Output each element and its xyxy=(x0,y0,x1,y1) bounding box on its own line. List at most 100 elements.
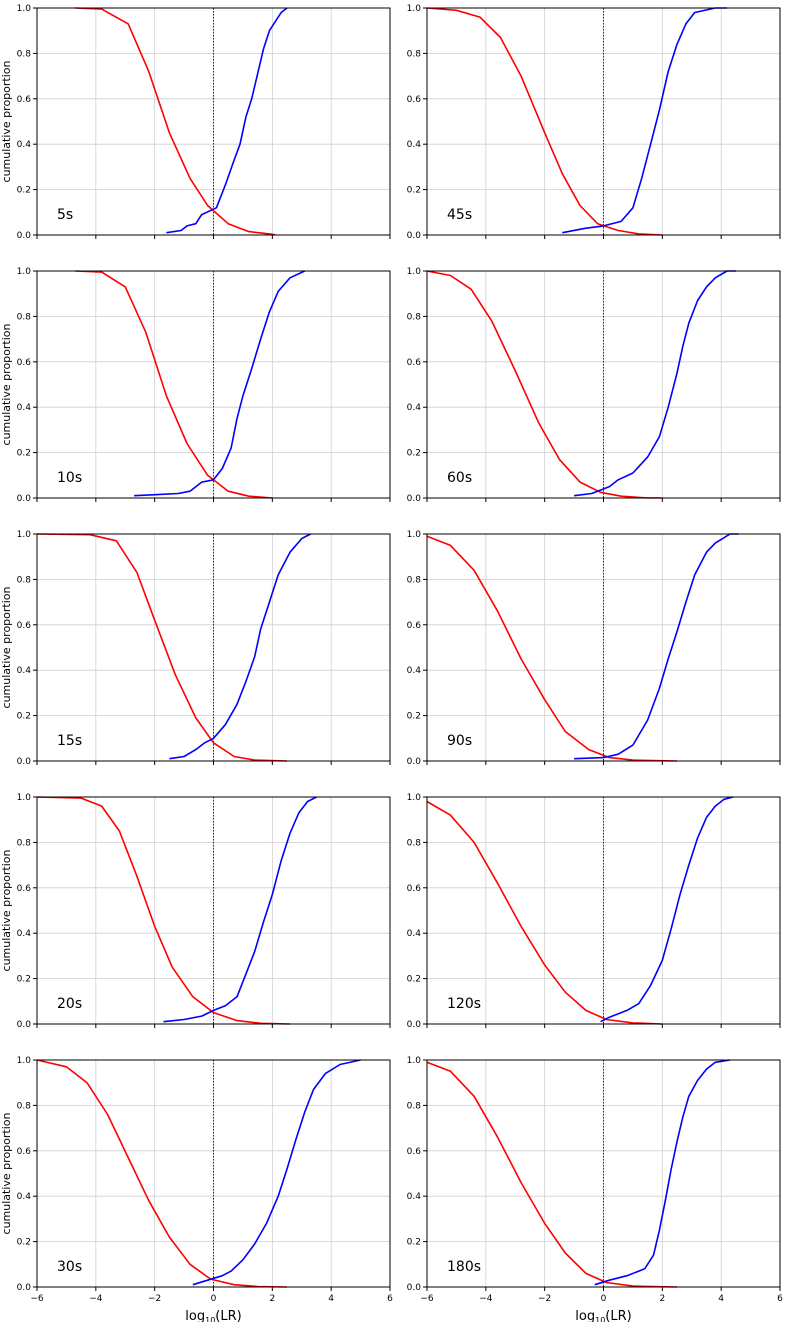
y-tick-label: 0.4 xyxy=(17,140,32,150)
series-line-red xyxy=(426,270,663,499)
series-line-blue xyxy=(166,7,288,234)
y-tick-label: 0.2 xyxy=(407,1238,421,1248)
y-tick-label: 0.6 xyxy=(17,621,32,631)
series-line-red xyxy=(36,796,291,1025)
y-tick-label: 0.0 xyxy=(17,757,32,767)
y-tick-label: 1.0 xyxy=(17,530,32,540)
x-tick-label: −4 xyxy=(89,1294,103,1304)
panel-label: 180s xyxy=(447,1259,481,1275)
x-tick-label: −6 xyxy=(30,1294,44,1304)
y-tick-label: 0.6 xyxy=(407,358,422,368)
panel-120s: 0.0 0.2 0.4 0.6 0.8 1.0 120s xyxy=(407,793,781,1030)
panel-label: 20s xyxy=(57,996,82,1012)
y-tick-label: 0.2 xyxy=(17,186,31,196)
y-tick-label: 0.4 xyxy=(407,929,422,939)
y-tick-label: 1.0 xyxy=(407,1056,422,1066)
y-tick-label: 0.4 xyxy=(407,403,422,413)
panel-label: 120s xyxy=(447,996,481,1012)
y-tick-label: 0.8 xyxy=(407,575,422,585)
panel-10s: 0.0 0.2 0.4 0.6 0.8 1.0 10s cumulative proporti… xyxy=(0,267,391,504)
x-tick-label: −6 xyxy=(420,1294,434,1304)
y-tick-label: 0.6 xyxy=(17,884,32,894)
y-axis-label: cumulative proportion xyxy=(0,1113,13,1235)
y-tick-label: 0.6 xyxy=(407,884,422,894)
y-tick-label: 0.8 xyxy=(17,312,32,322)
x-tick-label: 0 xyxy=(601,1294,607,1304)
series-line-blue xyxy=(134,270,306,497)
y-axis-label: cumulative proportion xyxy=(0,587,13,709)
y-tick-label: 0.4 xyxy=(407,666,422,676)
y-tick-label: 0.6 xyxy=(17,358,32,368)
y-tick-label: 0.6 xyxy=(17,95,32,105)
x-axis-label: log10(LR) xyxy=(575,1309,631,1322)
series-line-blue xyxy=(169,533,311,760)
y-tick-label: 0.2 xyxy=(17,1238,31,1248)
y-axis-label: cumulative proportion xyxy=(0,850,13,972)
y-tick-label: 0.4 xyxy=(17,1192,32,1202)
y-tick-label: 0.4 xyxy=(17,403,32,413)
y-tick-label: 0.0 xyxy=(17,231,32,241)
x-tick-label: 6 xyxy=(387,1294,393,1304)
x-tick-label: 2 xyxy=(269,1294,275,1304)
y-tick-label: 0.6 xyxy=(407,1147,422,1157)
y-tick-label: 0.2 xyxy=(407,186,421,196)
panel-15s: 0.0 0.2 0.4 0.6 0.8 1.0 15s cumulative proporti… xyxy=(0,530,391,767)
y-tick-label: 0.2 xyxy=(407,449,421,459)
x-tick-label: 2 xyxy=(659,1294,665,1304)
y-tick-label: 0.6 xyxy=(407,95,422,105)
y-tick-label: 0.2 xyxy=(17,449,31,459)
y-tick-label: 0.0 xyxy=(407,1020,422,1030)
panel-5s: 0.0 0.2 0.4 0.6 0.8 1.0 5s cumulative proportio… xyxy=(0,4,391,241)
panel-label: 90s xyxy=(447,733,472,749)
y-tick-label: 0.8 xyxy=(407,49,422,59)
series-line-red xyxy=(426,1061,678,1288)
y-tick-label: 0.2 xyxy=(17,975,31,985)
panel-label: 10s xyxy=(57,470,82,486)
y-tick-label: 0.0 xyxy=(17,1283,32,1293)
panel-label: 5s xyxy=(57,207,73,223)
y-tick-label: 1.0 xyxy=(407,4,422,14)
y-tick-label: 0.8 xyxy=(407,1101,422,1111)
series-line-blue xyxy=(574,270,736,497)
series-line-red xyxy=(426,7,663,236)
series-line-red xyxy=(426,800,663,1025)
panel-20s: 0.0 0.2 0.4 0.6 0.8 1.0 20s cumulative proporti… xyxy=(0,793,391,1030)
y-tick-label: 0.0 xyxy=(17,494,32,504)
y-tick-label: 1.0 xyxy=(407,267,422,277)
series-line-blue xyxy=(600,796,734,1023)
y-tick-label: 1.0 xyxy=(17,793,32,803)
series-line-red xyxy=(36,533,288,762)
y-tick-label: 1.0 xyxy=(407,530,422,540)
x-tick-label: 6 xyxy=(777,1294,783,1304)
y-tick-label: 0.8 xyxy=(17,575,32,585)
y-tick-label: 0.0 xyxy=(407,494,422,504)
panel-90s: 0.0 0.2 0.4 0.6 0.8 1.0 90s xyxy=(407,530,781,767)
x-tick-label: 0 xyxy=(211,1294,217,1304)
y-tick-label: 0.8 xyxy=(407,838,422,848)
y-tick-label: 0.0 xyxy=(407,757,422,767)
y-tick-label: 0.2 xyxy=(407,975,421,985)
y-tick-label: 0.6 xyxy=(17,1147,32,1157)
y-axis-label: cumulative proportion xyxy=(0,61,13,183)
y-tick-label: 0.4 xyxy=(407,140,422,150)
series-line-blue xyxy=(594,1059,731,1286)
y-tick-label: 0.0 xyxy=(407,1283,422,1293)
x-tick-label: 4 xyxy=(718,1294,724,1304)
y-tick-label: 0.2 xyxy=(17,712,31,722)
y-axis-label: cumulative proportion xyxy=(0,324,13,446)
series-line-red xyxy=(75,270,273,499)
panel-label: 30s xyxy=(57,1259,82,1275)
series-line-blue xyxy=(574,533,739,760)
series-line-blue xyxy=(163,796,317,1023)
y-tick-label: 0.4 xyxy=(407,1192,422,1202)
series-line-blue xyxy=(192,1059,361,1286)
y-tick-label: 0.6 xyxy=(407,621,422,631)
x-tick-label: −2 xyxy=(148,1294,161,1304)
y-tick-label: 0.4 xyxy=(17,666,32,676)
panel-45s: 0.0 0.2 0.4 0.6 0.8 1.0 45s xyxy=(407,4,781,241)
x-tick-label: 4 xyxy=(328,1294,334,1304)
panel-label: 45s xyxy=(447,207,472,223)
x-tick-label: −2 xyxy=(538,1294,551,1304)
